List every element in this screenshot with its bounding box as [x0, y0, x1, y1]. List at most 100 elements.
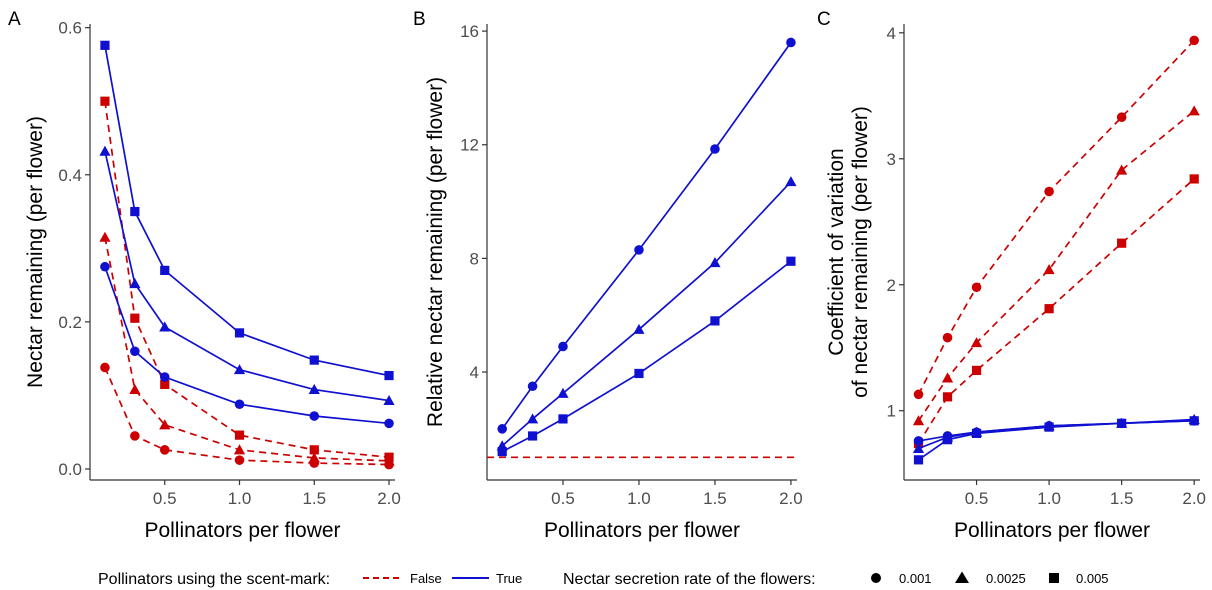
panel-a: A 0.0 0.2 0.4 0.6 0.5 1.0 1.5 2.0 Pollinators per…	[8, 9, 401, 542]
data-point	[497, 424, 507, 434]
series-line	[917, 39, 1195, 395]
data-point	[384, 418, 394, 429]
data-point	[942, 392, 953, 402]
panel-b: B 4 8 12 16 0.5 1.0 1.5 2.0 Pollinators per flowe…	[413, 9, 803, 542]
legend-false-label: False	[410, 571, 442, 586]
data-point	[159, 321, 171, 332]
data-point	[709, 257, 721, 268]
y-axis-title: of nectar remaining (per flower)	[849, 106, 872, 398]
data-point	[785, 176, 797, 187]
data-point	[971, 365, 982, 376]
data-point	[384, 370, 394, 381]
data-point	[309, 411, 320, 421]
data-point	[100, 261, 110, 272]
data-point	[99, 145, 111, 156]
series-line	[104, 101, 390, 459]
series-true-circle	[497, 37, 796, 434]
y-axis-title: Relative nectar remaining (per flower)	[424, 77, 447, 427]
series-line	[104, 45, 390, 377]
data-point	[1116, 112, 1127, 123]
x-tick-label: 1.0	[627, 489, 651, 508]
data-point	[130, 313, 140, 323]
legend-rate-00025-label: 0.0025	[986, 571, 1026, 586]
series-true-square	[100, 40, 394, 381]
data-point	[710, 144, 720, 154]
data-point	[1189, 416, 1199, 426]
series-line	[918, 419, 1195, 461]
x-tick-label: 2.0	[377, 489, 401, 508]
series-line	[501, 260, 792, 453]
series-line	[104, 367, 390, 466]
data-point	[913, 436, 924, 446]
data-point	[912, 415, 925, 426]
series-false-triangle	[99, 231, 395, 466]
data-point	[1188, 105, 1200, 116]
data-point	[1043, 264, 1055, 275]
data-point	[309, 355, 319, 365]
y-tick-label: 1	[887, 402, 896, 421]
series-line	[104, 151, 390, 402]
data-point	[159, 419, 171, 430]
series-true-square	[913, 416, 1199, 465]
legend-rate-0001-label: 0.001	[899, 571, 932, 586]
y-tick-label: 3	[887, 150, 896, 169]
x-tick-label: 1.0	[228, 489, 252, 508]
x-tick-label: 0.5	[153, 489, 177, 508]
data-point	[160, 379, 170, 389]
panel-letter: C	[817, 9, 831, 30]
y-tick-label: 2	[887, 276, 896, 295]
data-point	[308, 383, 320, 395]
data-point	[160, 265, 170, 275]
y-tick-label: 0.2	[58, 313, 82, 332]
x-tick-label: 2.0	[1182, 489, 1206, 508]
data-point	[497, 446, 507, 457]
data-point	[1117, 238, 1127, 248]
data-point	[130, 346, 140, 357]
data-point	[941, 372, 954, 383]
data-point	[233, 364, 246, 375]
y-axis-title: Coefficient of variation	[825, 148, 848, 355]
data-point	[129, 278, 141, 289]
x-tick-label: 1.5	[302, 489, 326, 508]
data-point	[526, 413, 539, 424]
series-true-circle	[913, 415, 1199, 446]
legend-rate-title: Nectar secretion rate of the flowers:	[563, 571, 816, 588]
data-point	[1116, 164, 1128, 175]
data-point	[100, 40, 110, 50]
data-point	[234, 455, 245, 465]
data-point	[942, 332, 953, 343]
y-tick-label: 0.0	[58, 460, 82, 479]
series-true-square	[497, 256, 796, 457]
data-point	[159, 372, 170, 382]
data-point	[308, 452, 320, 463]
series-false-triangle	[912, 105, 1200, 426]
y-tick-label: 0.4	[58, 166, 82, 185]
y-tick-label: 4	[470, 363, 479, 382]
x-tick-label: 1.5	[703, 489, 727, 508]
y-tick-label: 4	[887, 24, 896, 43]
data-point	[1189, 174, 1199, 184]
data-point	[970, 337, 983, 348]
data-point	[130, 206, 140, 217]
data-point	[234, 399, 245, 410]
y-tick-label: 12	[460, 136, 479, 155]
series-true-circle	[100, 261, 394, 429]
data-point	[971, 428, 982, 438]
y-axis-title: Nectar remaining (per flower)	[24, 116, 47, 388]
legend-true-label: True	[496, 571, 522, 586]
data-point	[527, 431, 538, 441]
data-point	[913, 455, 924, 465]
x-tick-label: 0.5	[965, 489, 989, 508]
legend-mark-title: Pollinators using the scent-mark:	[98, 571, 330, 588]
x-axis-title: Pollinators per flower	[544, 519, 740, 542]
series-line	[104, 237, 390, 462]
y-tick-label: 8	[470, 249, 479, 268]
legend-rate-0005-label: 0.005	[1076, 571, 1109, 586]
series-line	[918, 419, 1195, 442]
data-point	[384, 452, 394, 462]
series-line	[501, 181, 792, 447]
series-line	[917, 178, 1195, 444]
data-point	[309, 445, 319, 455]
panel-c: C 1 2 3 4 0.5 1.0 1.5 2.0 Pollinators per flower C…	[817, 9, 1206, 542]
x-axis-title: Pollinators per flower	[144, 519, 340, 542]
